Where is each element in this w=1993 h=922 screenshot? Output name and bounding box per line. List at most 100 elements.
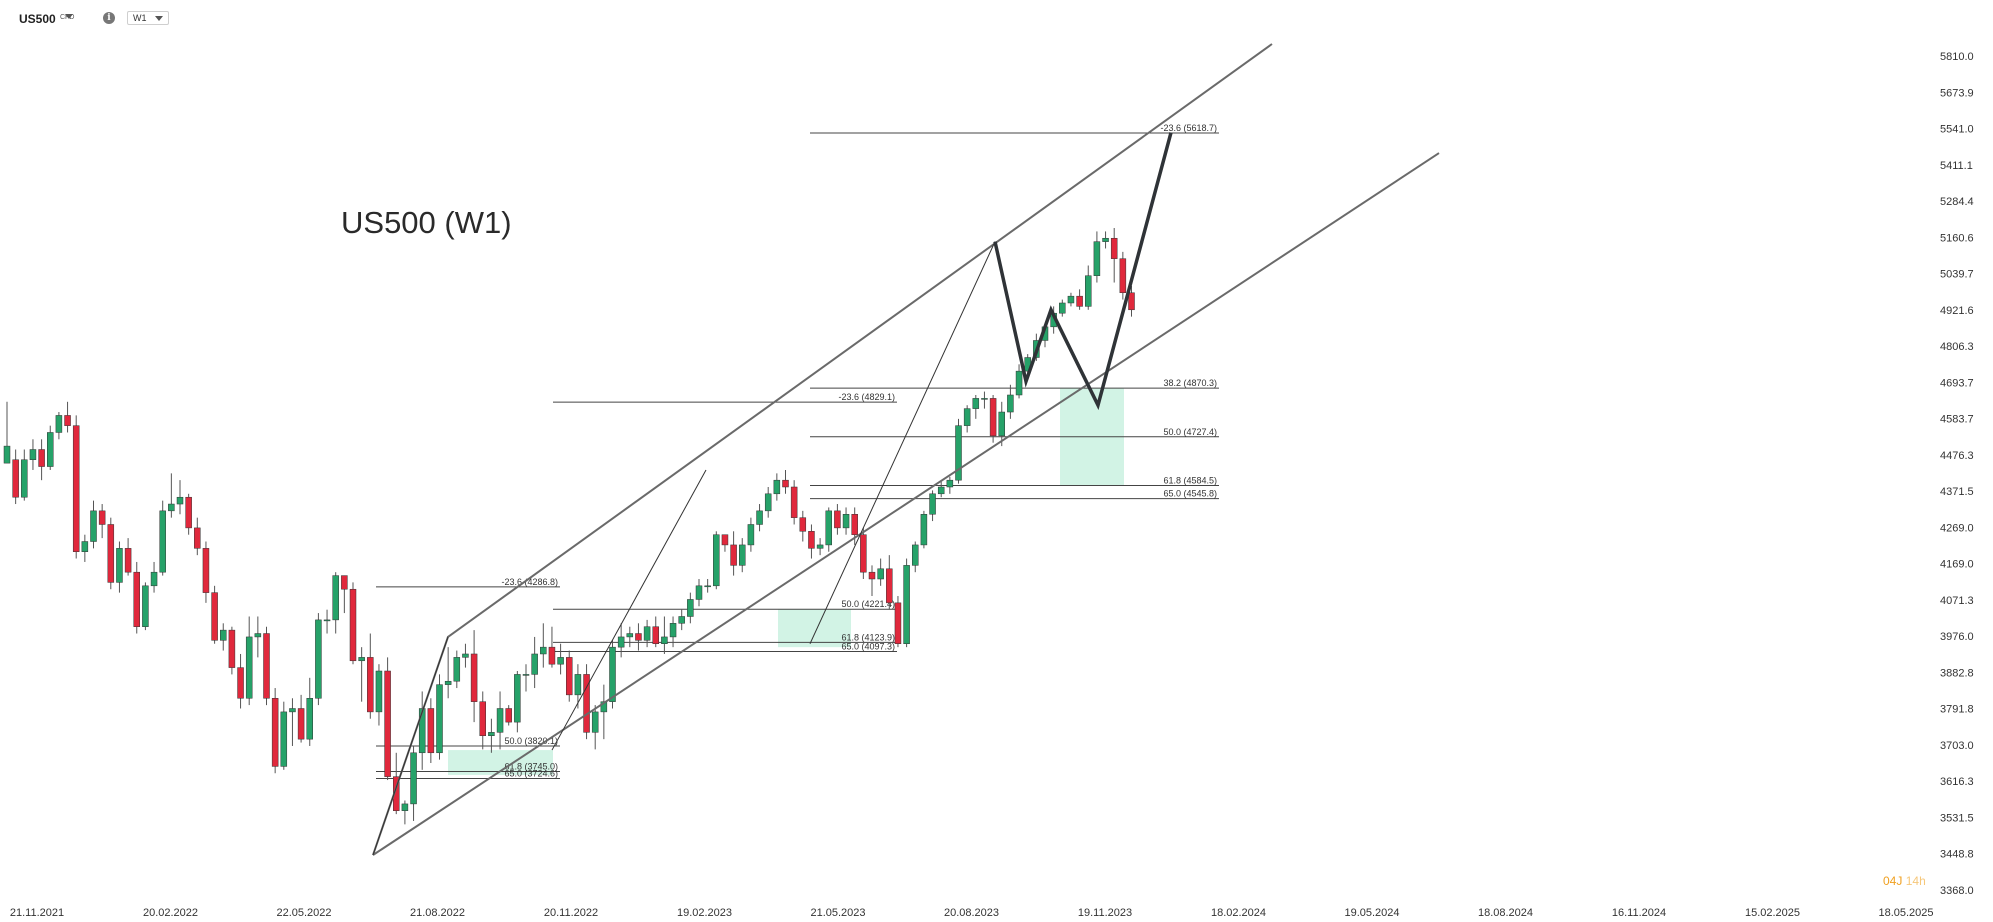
candle [635, 623, 642, 651]
candle [142, 582, 149, 631]
candle [72, 415, 80, 559]
candle-body [306, 698, 313, 740]
candle [297, 694, 305, 743]
candle [418, 691, 426, 770]
candle-body [886, 568, 893, 604]
candle-body [367, 657, 374, 713]
candle [713, 531, 720, 590]
timeframe-select[interactable]: W1 [127, 11, 169, 25]
candle [825, 507, 832, 552]
candle [306, 677, 313, 746]
candle [747, 517, 755, 552]
candle [90, 500, 97, 549]
x-axis-tick-label: 20.02.2022 [143, 907, 198, 919]
candle-body [375, 670, 383, 713]
candle-body [470, 653, 478, 702]
countdown-hours: 14 [1905, 874, 1920, 888]
candle [540, 623, 547, 668]
candle [591, 705, 599, 750]
candle [98, 504, 106, 539]
candle [263, 626, 270, 706]
symbol-name[interactable]: US500 [19, 12, 56, 26]
candle-body [72, 425, 80, 552]
fib-level-label: -23.6 (4286.8) [501, 577, 558, 587]
candle [834, 504, 841, 535]
candle [808, 524, 815, 559]
candle-body [868, 571, 876, 580]
candle [254, 616, 262, 658]
x-axis-tick-label: 21.11.2021 [10, 907, 64, 919]
candle [721, 534, 729, 552]
candle-body [349, 588, 357, 662]
candle-body [851, 514, 858, 535]
candle [245, 616, 253, 706]
bar-countdown: 04J 14h [1883, 874, 1926, 888]
candle-body [90, 510, 97, 542]
candle-body [297, 708, 305, 740]
candle-body [1128, 292, 1135, 311]
candle [912, 541, 919, 573]
candle-body [946, 479, 954, 488]
y-axis-tick-label: 4371.5 [1940, 486, 1974, 498]
candle [773, 473, 781, 501]
candle [124, 538, 132, 576]
candle [704, 579, 711, 593]
candle-body [1059, 302, 1066, 314]
candle [963, 405, 971, 433]
candle-body [591, 711, 599, 733]
candle [1085, 265, 1092, 310]
candle-body [808, 531, 815, 549]
candle [3, 401, 11, 464]
candle [937, 480, 945, 498]
y-axis-tick-label: 3882.8 [1940, 667, 1974, 679]
y-axis-tick-label: 5673.9 [1940, 87, 1974, 99]
candle-body [730, 544, 737, 566]
candle-body [721, 534, 729, 546]
candle-body [505, 708, 512, 723]
y-axis-tick-label: 3791.8 [1940, 704, 1974, 716]
y-axis-tick-label: 3616.3 [1940, 776, 1974, 788]
candle [583, 664, 590, 740]
x-axis-tick-label: 21.08.2022 [410, 907, 465, 919]
y-axis-tick-label: 4921.6 [1940, 305, 1974, 317]
info-icon[interactable]: i [103, 12, 115, 24]
candle-body [150, 571, 158, 587]
wave-line [809, 241, 996, 644]
candle-body [228, 629, 236, 668]
candle-body [600, 701, 608, 713]
x-axis-tick-label: 19.11.2023 [1078, 907, 1132, 919]
y-axis-tick-label: 4476.3 [1940, 450, 1974, 462]
candle-body [747, 524, 755, 546]
y-axis-tick-label: 5160.6 [1940, 232, 1974, 244]
channel-line-lower [372, 152, 1440, 856]
candle [64, 401, 71, 433]
candle [81, 534, 89, 562]
candle-body [124, 548, 132, 573]
candle-body [643, 626, 651, 641]
candle [842, 507, 850, 535]
candle-body [929, 493, 936, 515]
candle-body [237, 667, 244, 699]
candle-body [496, 708, 504, 733]
y-axis-tick-label: 3703.0 [1940, 740, 1974, 752]
candle [488, 718, 495, 753]
candle-body [133, 571, 140, 627]
candle-body [245, 636, 253, 699]
candle [220, 623, 227, 651]
chevron-down-icon [155, 16, 163, 21]
wave-line [372, 636, 449, 856]
candle-body [384, 670, 391, 777]
fib-level-label: 61.8 (4584.5) [1163, 475, 1217, 485]
candle [341, 575, 348, 614]
candle-body [55, 415, 63, 433]
candle-body [773, 479, 781, 495]
candle [886, 555, 893, 610]
candle [436, 674, 443, 760]
candle-body [704, 585, 711, 588]
candle-body [825, 510, 832, 546]
x-axis-tick-label: 18.05.2025 [1878, 907, 1933, 919]
candle-body [937, 486, 945, 495]
candle [401, 800, 409, 825]
chevron-down-icon[interactable] [65, 14, 73, 19]
